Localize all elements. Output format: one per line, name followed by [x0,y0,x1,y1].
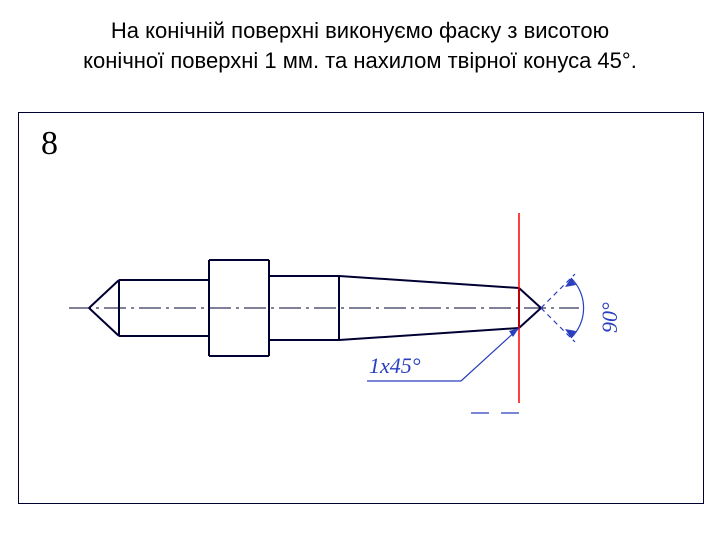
caption-line2: конічної поверхні 1 мм. та нахилом твірн… [83,48,637,73]
drawing-frame: 8 [18,112,704,504]
angle-label: 90° [597,302,623,333]
caption-line1: На конічній поверхні виконуємо фаску з в… [111,18,609,43]
caption: На конічній поверхні виконуємо фаску з в… [40,16,680,75]
chamfer-label: 1x45° [369,353,421,379]
